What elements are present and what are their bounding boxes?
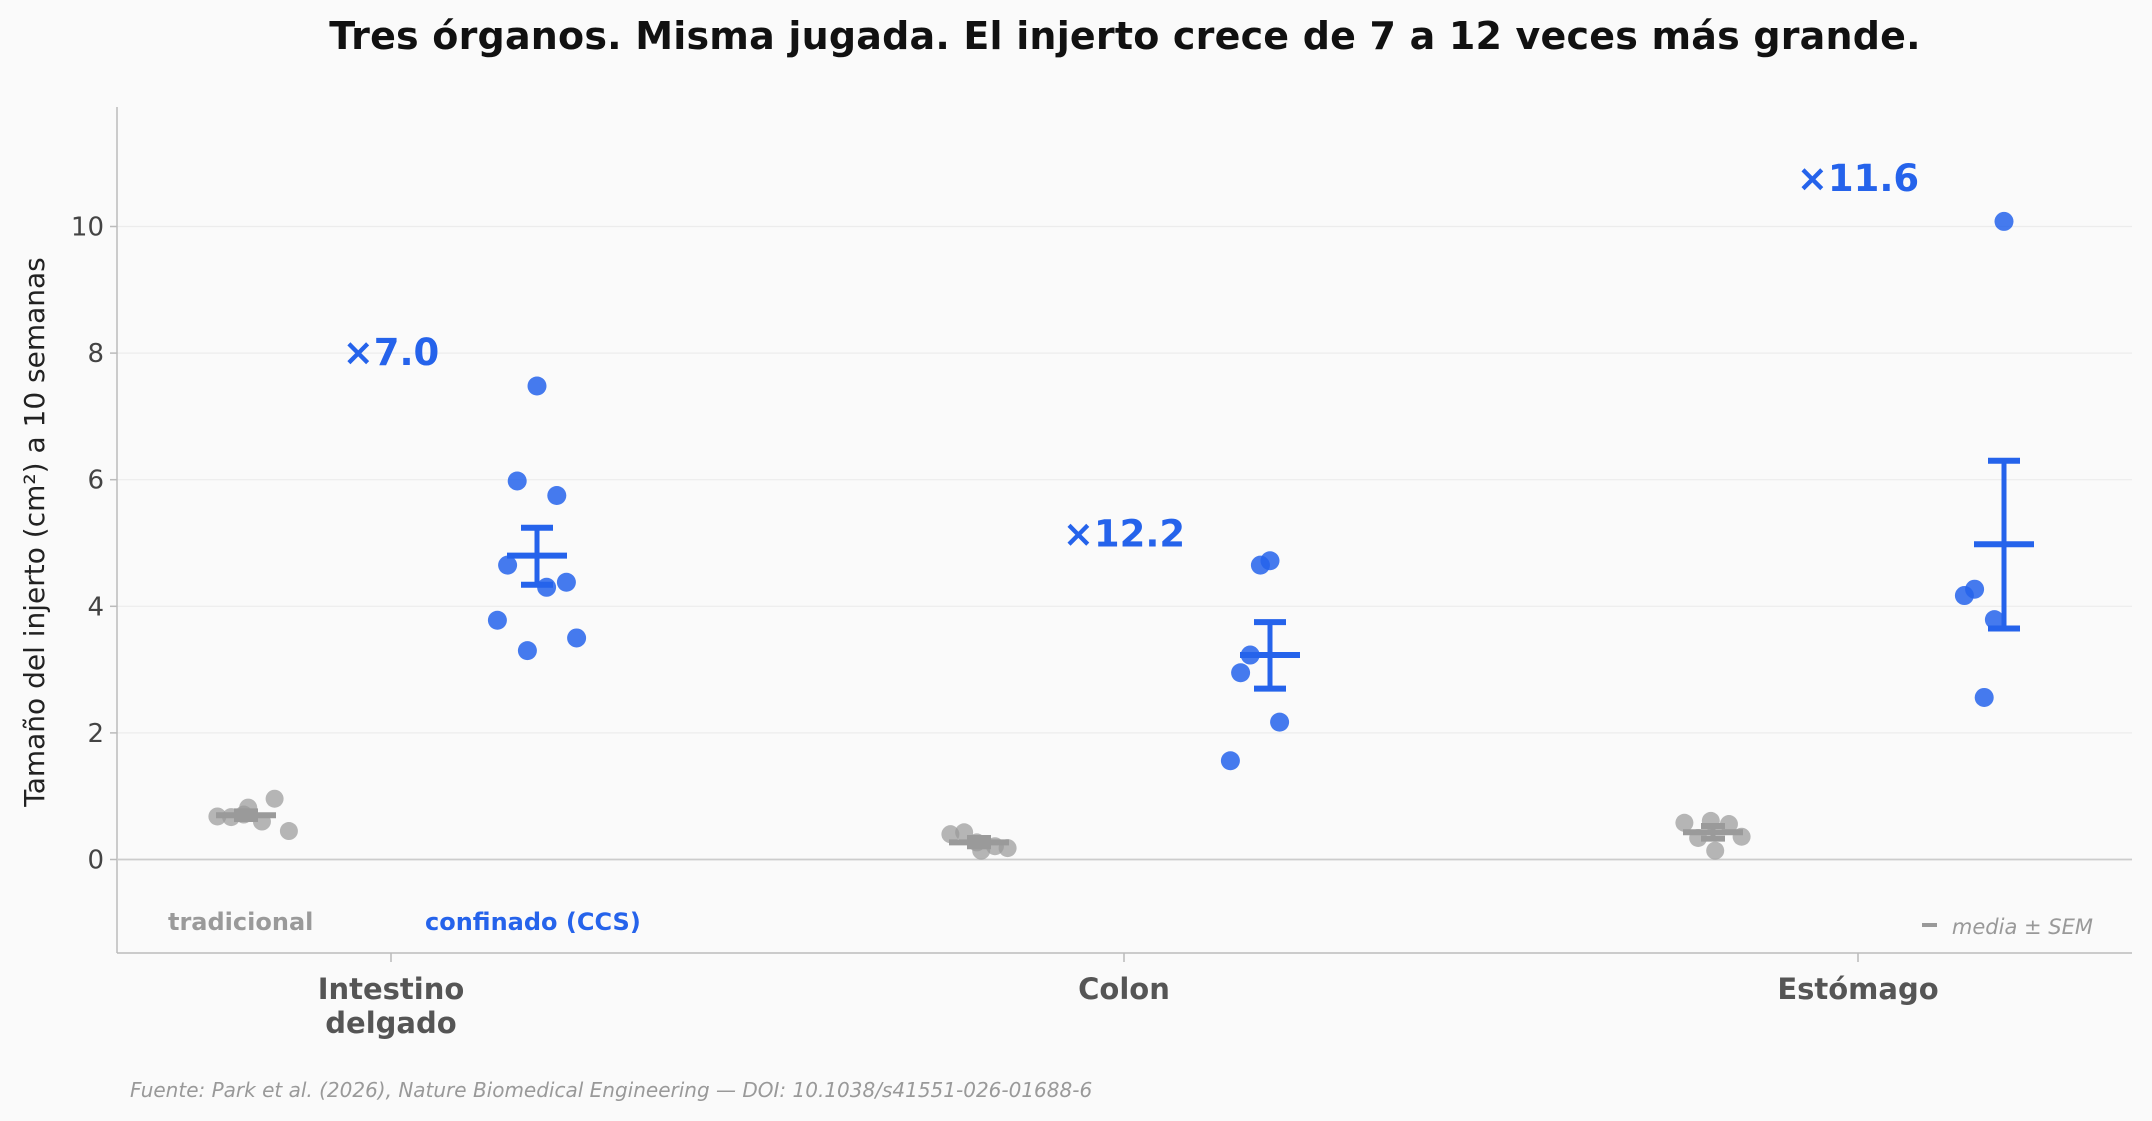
point-traditional — [941, 825, 960, 844]
x-ticks: Intestino delgado Colon Estómago — [318, 953, 1939, 1040]
x-tick-label: Colon — [1078, 972, 1170, 1006]
y-tick-label: 0 — [87, 846, 104, 876]
point-confined — [498, 555, 518, 575]
legend-sem-note: media ± SEM — [1952, 915, 2093, 939]
point-confined — [567, 628, 587, 648]
point-confined — [1231, 663, 1251, 683]
y-tick-label: 2 — [87, 719, 104, 749]
point-confined — [1984, 610, 2004, 630]
y-axis-label: Tamaño del injerto (cm²) a 10 semanas — [18, 257, 51, 808]
point-confined — [1974, 687, 1994, 707]
point-confined — [1994, 211, 2014, 231]
point-confined — [1965, 579, 1985, 599]
point-confined — [487, 610, 507, 630]
data-marks — [208, 211, 2034, 860]
ratio-annotation: ×7.0 — [343, 331, 440, 374]
point-traditional — [265, 789, 284, 808]
y-tick-label: 4 — [87, 592, 104, 622]
y-ticks: 0 2 4 6 8 10 — [71, 213, 117, 876]
point-confined — [556, 572, 576, 592]
point-traditional — [1675, 813, 1694, 832]
source-note: Fuente: Park et al. (2026), Nature Biome… — [130, 1078, 1093, 1102]
point-confined — [1270, 712, 1290, 732]
point-confined — [507, 471, 527, 491]
y-tick-label: 10 — [71, 213, 104, 243]
point-confined — [517, 641, 537, 661]
point-confined — [1220, 751, 1240, 771]
point-confined — [1260, 551, 1280, 571]
ratio-annotation: ×11.6 — [1797, 157, 1919, 200]
x-tick-label: Estómago — [1777, 972, 1938, 1006]
point-confined — [527, 376, 547, 396]
chart-title: Tres órganos. Misma jugada. El injerto c… — [329, 14, 1921, 58]
x-tick-label: Intestino delgado — [318, 972, 465, 1040]
legend-confined: confinado (CCS) — [425, 908, 641, 936]
ratio-annotation: ×12.2 — [1063, 513, 1185, 556]
annotations: ×7.0 ×12.2 ×11.6 — [343, 157, 1919, 556]
y-tick-label: 8 — [87, 339, 104, 369]
point-traditional — [279, 822, 298, 841]
y-tick-label: 6 — [87, 466, 104, 496]
legend-traditional: tradicional — [168, 908, 313, 936]
point-traditional — [1706, 841, 1725, 860]
point-confined — [547, 486, 567, 506]
